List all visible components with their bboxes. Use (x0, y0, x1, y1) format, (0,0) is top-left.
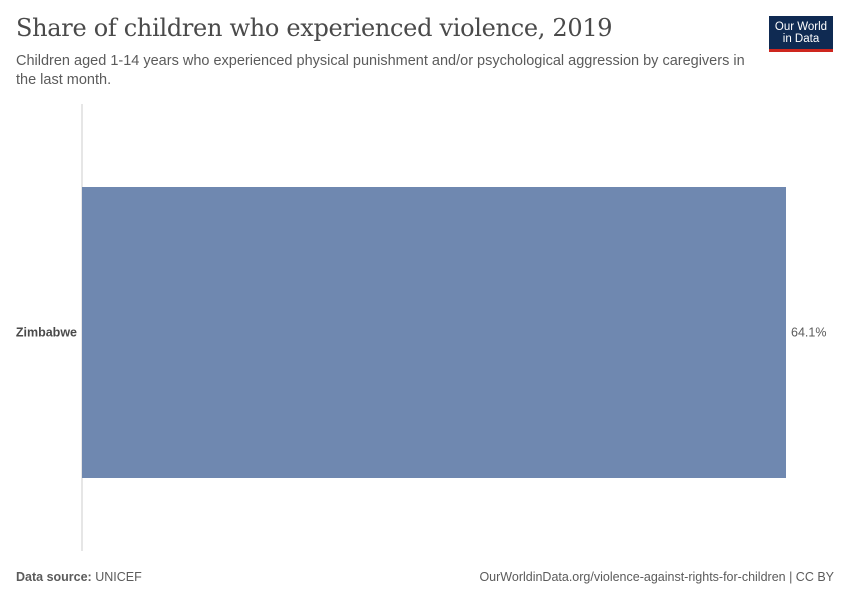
category-label: Zimbabwe (16, 326, 77, 340)
value-label: 64.1% (791, 326, 826, 340)
owid-logo[interactable]: Our World in Data (769, 16, 833, 52)
chart-title: Share of children who experienced violen… (16, 14, 613, 42)
url-license[interactable]: OurWorldinData.org/violence-against-righ… (479, 570, 834, 584)
data-source-label: Data source: (16, 570, 92, 584)
chart-subtitle: Children aged 1-14 years who experienced… (16, 53, 745, 88)
data-source: Data source: UNICEF (16, 570, 142, 584)
logo-line-1: Our World (774, 21, 828, 33)
bar-zimbabwe[interactable] (82, 187, 786, 478)
data-source-value[interactable]: UNICEF (95, 570, 142, 584)
logo-line-2: in Data (782, 33, 820, 45)
